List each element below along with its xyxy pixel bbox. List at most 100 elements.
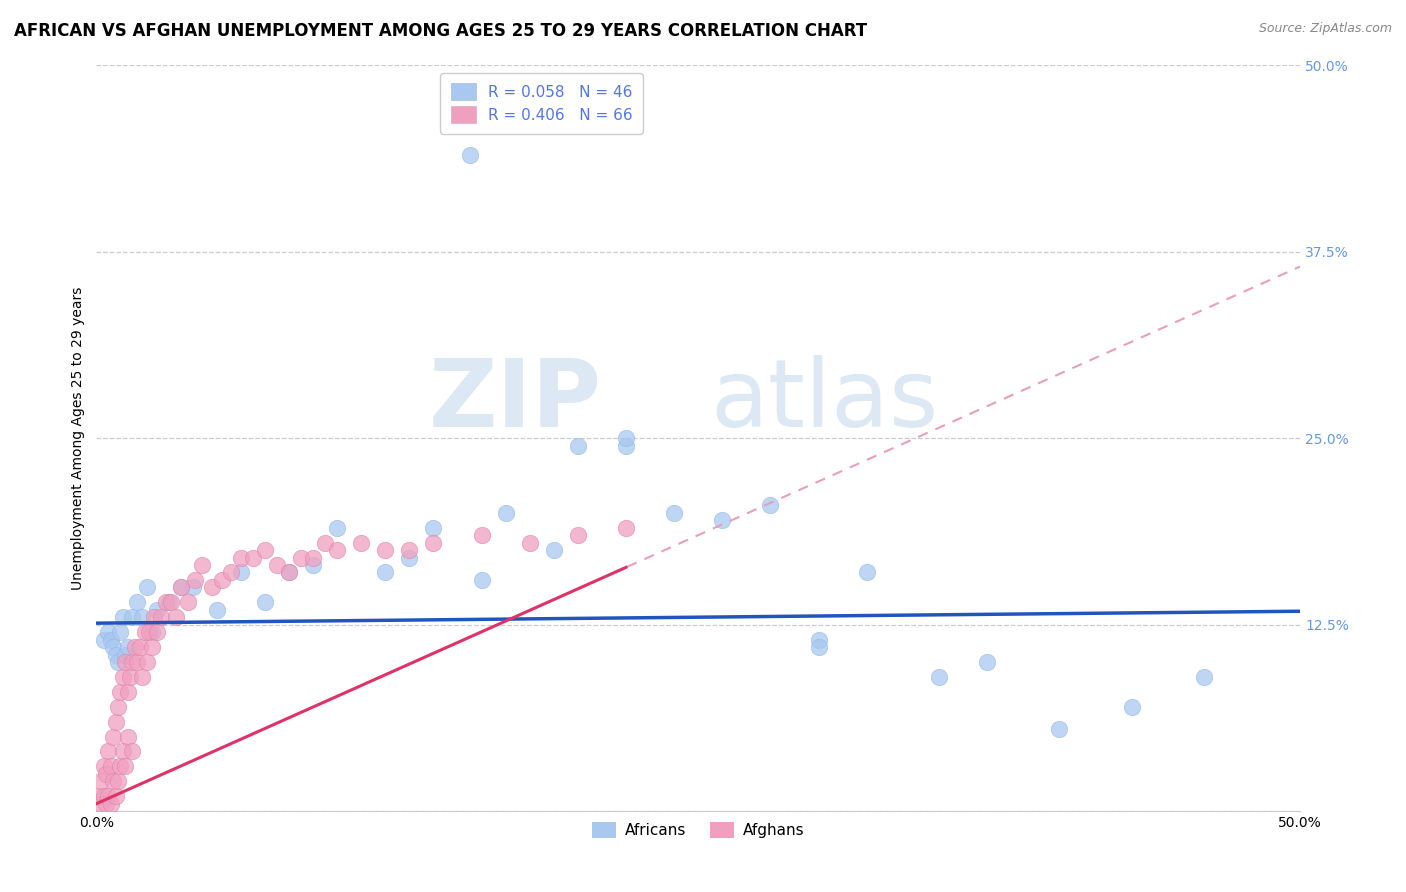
Point — [131, 610, 153, 624]
Point — [93, 759, 115, 773]
Point — [135, 580, 157, 594]
Point — [211, 573, 233, 587]
Point — [229, 550, 252, 565]
Point — [107, 655, 129, 669]
Point — [97, 789, 120, 804]
Point — [110, 759, 132, 773]
Point — [114, 655, 136, 669]
Text: atlas: atlas — [710, 355, 939, 447]
Point — [127, 655, 149, 669]
Point — [117, 685, 139, 699]
Point — [543, 543, 565, 558]
Point — [302, 550, 325, 565]
Point — [398, 543, 420, 558]
Point — [350, 535, 373, 549]
Point — [807, 640, 830, 654]
Point — [134, 625, 156, 640]
Point — [177, 595, 200, 609]
Point — [1121, 699, 1143, 714]
Point — [205, 603, 228, 617]
Point — [191, 558, 214, 572]
Point — [143, 610, 166, 624]
Point — [422, 535, 444, 549]
Point — [160, 595, 183, 609]
Point — [278, 566, 301, 580]
Point — [90, 774, 112, 789]
Point — [103, 730, 125, 744]
Point — [169, 580, 191, 594]
Point — [124, 640, 146, 654]
Point — [181, 580, 204, 594]
Point — [614, 431, 637, 445]
Point — [302, 558, 325, 572]
Point — [90, 797, 112, 811]
Point — [93, 789, 115, 804]
Point — [145, 625, 167, 640]
Point — [928, 670, 950, 684]
Text: Source: ZipAtlas.com: Source: ZipAtlas.com — [1258, 22, 1392, 36]
Text: ZIP: ZIP — [429, 355, 602, 447]
Point — [1192, 670, 1215, 684]
Point — [662, 506, 685, 520]
Point — [104, 789, 127, 804]
Point — [104, 714, 127, 729]
Point — [97, 744, 120, 758]
Point — [458, 147, 481, 161]
Point — [141, 625, 163, 640]
Point — [117, 640, 139, 654]
Point — [138, 625, 160, 640]
Point — [326, 521, 349, 535]
Point — [253, 543, 276, 558]
Point — [157, 595, 180, 609]
Point — [314, 535, 336, 549]
Point — [165, 610, 187, 624]
Point — [120, 670, 142, 684]
Point — [145, 603, 167, 617]
Point — [100, 797, 122, 811]
Point — [111, 610, 134, 624]
Text: AFRICAN VS AFGHAN UNEMPLOYMENT AMONG AGES 25 TO 29 YEARS CORRELATION CHART: AFRICAN VS AFGHAN UNEMPLOYMENT AMONG AGE… — [14, 22, 868, 40]
Point — [470, 573, 492, 587]
Point — [94, 797, 117, 811]
Point — [614, 521, 637, 535]
Point — [100, 632, 122, 647]
Point — [278, 566, 301, 580]
Point — [117, 730, 139, 744]
Point — [155, 595, 177, 609]
Point — [1047, 722, 1070, 736]
Point — [94, 767, 117, 781]
Point — [114, 648, 136, 662]
Point — [121, 655, 143, 669]
Legend: Africans, Afghans: Africans, Afghans — [585, 815, 811, 845]
Point — [104, 648, 127, 662]
Point — [87, 789, 110, 804]
Point — [111, 744, 134, 758]
Point — [114, 759, 136, 773]
Point — [266, 558, 288, 572]
Point — [374, 543, 396, 558]
Point — [110, 625, 132, 640]
Point — [103, 640, 125, 654]
Point — [97, 625, 120, 640]
Point — [567, 528, 589, 542]
Point — [107, 774, 129, 789]
Point — [219, 566, 242, 580]
Point — [567, 439, 589, 453]
Point — [519, 535, 541, 549]
Point — [855, 566, 877, 580]
Point — [229, 566, 252, 580]
Point — [976, 655, 998, 669]
Point — [169, 580, 191, 594]
Point — [614, 439, 637, 453]
Point — [93, 632, 115, 647]
Point — [103, 774, 125, 789]
Point — [135, 655, 157, 669]
Point — [398, 550, 420, 565]
Y-axis label: Unemployment Among Ages 25 to 29 years: Unemployment Among Ages 25 to 29 years — [72, 286, 86, 590]
Point — [150, 610, 173, 624]
Point — [110, 685, 132, 699]
Point — [326, 543, 349, 558]
Point — [121, 744, 143, 758]
Point — [121, 610, 143, 624]
Point — [107, 699, 129, 714]
